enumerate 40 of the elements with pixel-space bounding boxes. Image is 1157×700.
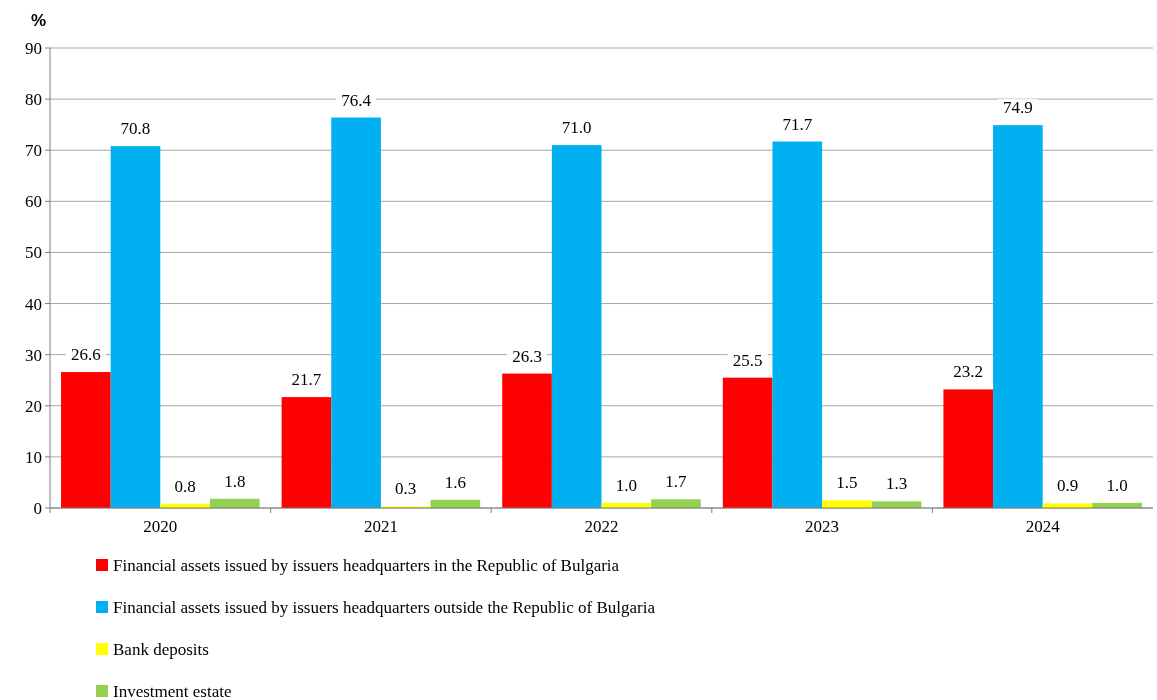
legend-label: Financial assets issued by issuers headquarters in the Republic of Bulgaria — [113, 556, 620, 575]
text: 74.9 — [1003, 98, 1033, 118]
y-tick-label: 50 — [25, 243, 42, 263]
text: 1.6 — [444, 472, 466, 492]
text: 70.8 — [120, 119, 151, 139]
legend-label: Investment estate — [113, 682, 232, 700]
x-tick-label: 2020 — [143, 517, 178, 536]
y-tick-label: 0 — [33, 498, 42, 518]
y-tick-label: 10 — [25, 447, 42, 467]
legend-label: Financial assets issued by issuers headquarters outside the Republic of Bulgaria — [113, 598, 656, 617]
text: 21.7 — [291, 370, 322, 390]
text: 1.3 — [885, 474, 908, 494]
x-tick-label: 2024 — [1025, 517, 1061, 536]
y-tick-label: 20 — [25, 396, 42, 416]
x-tick-label: 2022 — [584, 517, 619, 536]
text: 26.6 — [70, 345, 101, 365]
y-tick-label: 60 — [25, 192, 42, 212]
text: 1.8 — [224, 471, 246, 491]
x-tick-label: 2021 — [363, 517, 398, 536]
x-tick-label: 2023 — [805, 517, 840, 536]
y-tick-label: 40 — [25, 294, 42, 314]
y-tick-label: 30 — [25, 345, 42, 365]
y-tick-label: 70 — [25, 141, 42, 161]
text: 1.0 — [1106, 475, 1128, 495]
text: 25.5 — [732, 350, 763, 370]
y-axis-title: % — [30, 11, 46, 30]
text: 1.7 — [665, 472, 687, 492]
text: 0.3 — [395, 479, 417, 499]
text: 71.7 — [782, 114, 813, 134]
y-tick-label: 90 — [25, 38, 42, 58]
text: 1.5 — [836, 473, 858, 493]
legend-label: Bank deposits — [113, 640, 209, 659]
text: 0.9 — [1056, 476, 1079, 496]
text: 71.0 — [561, 118, 592, 138]
y-tick-label: 80 — [25, 90, 42, 110]
text: 23.2 — [953, 362, 984, 382]
text: 1.0 — [615, 475, 637, 495]
text: 26.3 — [512, 346, 542, 366]
text: 76.4 — [341, 90, 371, 110]
text: 0.8 — [174, 476, 196, 496]
